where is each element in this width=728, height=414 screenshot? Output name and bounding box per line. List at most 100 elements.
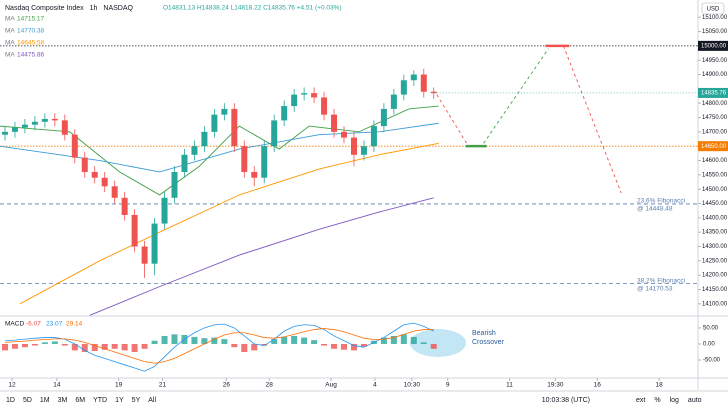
histogram-bar: [201, 338, 208, 344]
fibonacci-value: @ 14448.48: [637, 206, 673, 213]
candle-body: [51, 118, 58, 121]
candle-body: [271, 120, 278, 147]
price-tag: [698, 87, 728, 98]
y-tick-label: 14950.00: [702, 58, 728, 64]
histogram-bar: [390, 335, 397, 344]
y-tick-label: 14100.00: [702, 301, 728, 307]
candle-body: [341, 131, 348, 138]
signal-line: [4, 328, 434, 364]
histogram-bar: [161, 335, 168, 344]
histogram-bar: [211, 337, 218, 344]
histogram-bar: [400, 334, 407, 344]
candle-body: [261, 146, 268, 178]
fibonacci-value: @ 14170.53: [637, 285, 673, 292]
y-tick-label: 14900.00: [702, 72, 728, 78]
scale-option[interactable]: ext: [636, 397, 645, 404]
candle-body: [311, 93, 318, 98]
histogram-bar: [311, 340, 318, 344]
candle-body: [101, 177, 108, 187]
candle-body: [91, 171, 98, 178]
candle-body: [201, 131, 208, 147]
histogram-bar: [241, 343, 248, 352]
y-tick-label: 14150.00: [702, 287, 728, 293]
range-button[interactable]: 5Y: [132, 397, 141, 404]
histogram-bar: [71, 343, 78, 351]
moving-average: [19, 142, 439, 305]
histogram-bar: [21, 343, 28, 348]
histogram-bar: [231, 343, 238, 348]
ma-reading: 14645.58: [17, 40, 44, 47]
range-button[interactable]: 1M: [40, 397, 50, 404]
macd-reading: 29.14: [66, 321, 83, 328]
y-tick-label: 14500.00: [702, 187, 728, 193]
x-tick-label: 19:30: [547, 382, 564, 389]
histogram-bar: [111, 343, 118, 349]
candle-body: [321, 97, 328, 115]
candle-body: [21, 124, 28, 128]
y-tick-label: 14750.00: [702, 115, 728, 121]
y-tick-label: 14600.00: [702, 158, 728, 164]
range-button[interactable]: 3M: [58, 397, 68, 404]
x-tick-label: 28: [266, 382, 274, 389]
histogram-bar: [251, 343, 258, 351]
candle-body: [430, 91, 437, 94]
fibonacci-label: 23.6% Fibonacci: [637, 198, 685, 205]
ma-name: MA: [5, 28, 15, 35]
candle-body: [121, 197, 128, 215]
candle-body: [420, 74, 427, 92]
title-part: NASDAQ: [103, 5, 133, 12]
scale-option[interactable]: auto: [688, 397, 702, 404]
ohlc-readout: O14831.13 H14838.24 L14818.22 C14835.76 …: [163, 5, 342, 12]
y-tick-label: 14350.00: [702, 230, 728, 236]
forecast-line: [483, 48, 549, 144]
histogram-bar: [11, 343, 18, 349]
annotation: Bearish: [472, 330, 496, 337]
y-tick-label: 14800.00: [702, 101, 728, 107]
range-button[interactable]: 6M: [75, 397, 85, 404]
candle-body: [241, 146, 248, 172]
range-button[interactable]: 5D: [23, 397, 32, 404]
ma-reading: 14475.86: [17, 52, 44, 59]
candle-body: [81, 157, 88, 172]
ma-name: MA: [5, 52, 15, 59]
candle-body: [251, 171, 258, 178]
range-button[interactable]: YTD: [93, 397, 107, 404]
y-tick-label: 14200.00: [702, 273, 728, 279]
candle-body: [41, 118, 48, 122]
histogram-bar: [31, 343, 38, 346]
y-tick-label: 14400.00: [702, 215, 728, 221]
range-button[interactable]: 1D: [6, 397, 15, 404]
x-tick-label: 16: [594, 382, 602, 389]
y-tick-label: 50.00: [703, 326, 719, 332]
x-tick-label: 11: [506, 382, 513, 389]
scale-option[interactable]: %: [654, 397, 660, 404]
candle-body: [191, 146, 198, 155]
price-tag: [698, 141, 728, 152]
price-tag: [698, 40, 728, 51]
candle-body: [360, 146, 367, 155]
candle-body: [111, 186, 118, 198]
y-tick-label: 15050.00: [702, 29, 728, 35]
x-tick-label: 21: [159, 382, 167, 389]
x-tick-label: 4: [373, 382, 377, 389]
chart-title: Nasdaq Composite Index 1h NASDAQ: [5, 5, 134, 12]
histogram-bar: [261, 343, 268, 346]
forecast-line: [562, 45, 622, 194]
histogram-bar: [171, 334, 178, 344]
histogram-bar: [331, 343, 338, 349]
candle-body: [350, 137, 357, 155]
histogram-bar: [410, 336, 417, 344]
histogram-bar: [301, 337, 308, 344]
candle-body: [1, 131, 8, 135]
moving-average: [89, 197, 434, 316]
range-button[interactable]: 1Y: [115, 397, 124, 404]
moving-average: [0, 122, 439, 173]
price-tag-label: 15000.00: [701, 43, 727, 49]
title-part: 1h: [90, 5, 98, 12]
scale-option[interactable]: log: [670, 397, 679, 404]
price-tag-label: 14650.00: [701, 144, 727, 150]
histogram-bar: [61, 343, 68, 346]
range-button[interactable]: All: [148, 397, 156, 404]
